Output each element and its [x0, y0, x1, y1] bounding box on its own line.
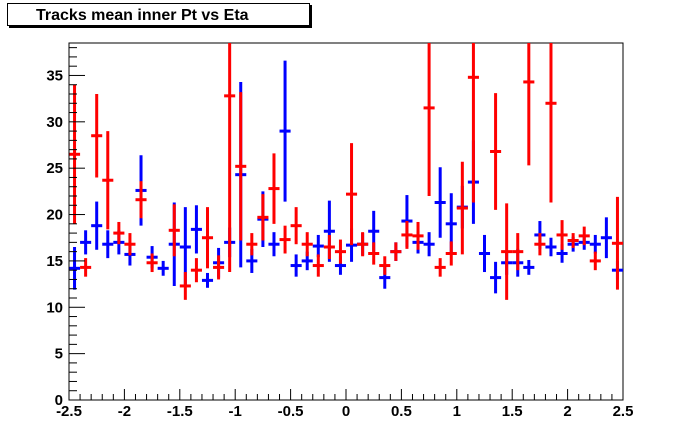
data-point — [323, 234, 335, 260]
data-point — [545, 237, 557, 257]
data-point — [556, 220, 568, 250]
data-point — [434, 167, 446, 238]
data-point — [246, 233, 258, 256]
data-point — [168, 204, 180, 257]
x-tick-label: 0 — [342, 403, 350, 420]
data-point — [290, 254, 302, 277]
y-tick-label: 20 — [46, 207, 63, 224]
data-point — [334, 239, 346, 264]
x-tick-label: -1 — [229, 403, 242, 420]
x-tick-label: 2 — [563, 403, 571, 420]
data-point — [91, 201, 103, 250]
data-point — [80, 258, 92, 277]
data-point — [91, 94, 103, 178]
data-point — [312, 254, 324, 277]
data-point — [312, 234, 324, 258]
data-point — [213, 255, 225, 280]
data-point — [379, 256, 391, 275]
data-point — [490, 261, 502, 294]
x-tick-label: 1 — [453, 403, 461, 420]
chart-title-box: Tracks mean inner Pt vs Eta — [7, 3, 310, 26]
data-point — [157, 260, 169, 276]
x-tick-label: 1.5 — [502, 403, 523, 420]
data-point — [146, 253, 158, 273]
axes: -2.5 -2 -1.5 -1 -0.5 0 0.5 1 1.5 2 2.5 0 5 10 15 20 25 30… — [46, 43, 633, 420]
plot-frame — [68, 42, 624, 401]
data-point — [357, 232, 369, 257]
data-point — [279, 60, 291, 202]
data-point — [423, 43, 435, 196]
data-point — [467, 43, 479, 203]
data-point — [124, 233, 136, 256]
data-point — [190, 205, 202, 254]
data-point — [390, 242, 402, 261]
data-point — [401, 221, 413, 249]
data-point — [456, 161, 468, 255]
data-point — [611, 196, 623, 290]
data-point — [490, 93, 502, 210]
data-point — [102, 230, 114, 259]
x-tick-label: 0.5 — [391, 403, 412, 420]
data-point — [257, 194, 269, 241]
data-point — [80, 230, 92, 255]
data-point — [346, 143, 358, 246]
data-point — [190, 258, 202, 283]
y-tick-label: 5 — [55, 346, 63, 363]
data-point — [113, 221, 125, 245]
data-point — [600, 217, 612, 259]
data-point — [268, 232, 280, 257]
data-point — [268, 153, 280, 224]
y-tick-label: 10 — [46, 299, 63, 316]
data-point — [201, 272, 214, 288]
y-tick-label: 25 — [46, 160, 63, 177]
y-tick-label: 0 — [55, 392, 63, 409]
data-point — [445, 241, 457, 266]
plot-area — [68, 42, 624, 401]
data-point — [69, 84, 81, 224]
data-point — [224, 43, 236, 273]
x-tick-label: -1.5 — [167, 403, 193, 420]
data-point — [523, 43, 535, 166]
data-point — [69, 247, 81, 290]
y-tick-label: 35 — [46, 67, 63, 84]
y-tick-label: 15 — [46, 253, 63, 270]
x-tick-label: -0.5 — [278, 403, 304, 420]
chart-title: Tracks mean inner Pt vs Eta — [36, 7, 249, 24]
data-point — [235, 92, 247, 241]
data-series — [69, 43, 623, 300]
data-point — [368, 242, 380, 265]
data-point — [179, 272, 191, 300]
data-point — [301, 232, 313, 257]
data-point — [290, 207, 302, 245]
data-point — [423, 232, 435, 257]
data-point — [534, 233, 546, 256]
x-tick-label: 2.5 — [613, 403, 634, 420]
data-point — [102, 131, 114, 230]
data-point — [201, 207, 214, 269]
data-point — [501, 203, 513, 300]
data-point — [478, 234, 491, 273]
data-point — [589, 251, 601, 271]
data-point — [434, 258, 446, 277]
data-point — [545, 43, 557, 203]
y-tick-label: 30 — [46, 114, 63, 131]
data-point — [512, 233, 524, 271]
data-point — [279, 225, 291, 254]
x-tick-label: -2.5 — [56, 403, 82, 420]
series-1 — [69, 43, 623, 300]
data-point — [567, 233, 579, 248]
data-point — [135, 181, 147, 219]
data-point — [412, 221, 424, 250]
data-point — [523, 259, 535, 275]
x-tick-label: -2 — [118, 403, 131, 420]
data-point — [589, 234, 601, 254]
data-point — [578, 226, 590, 246]
